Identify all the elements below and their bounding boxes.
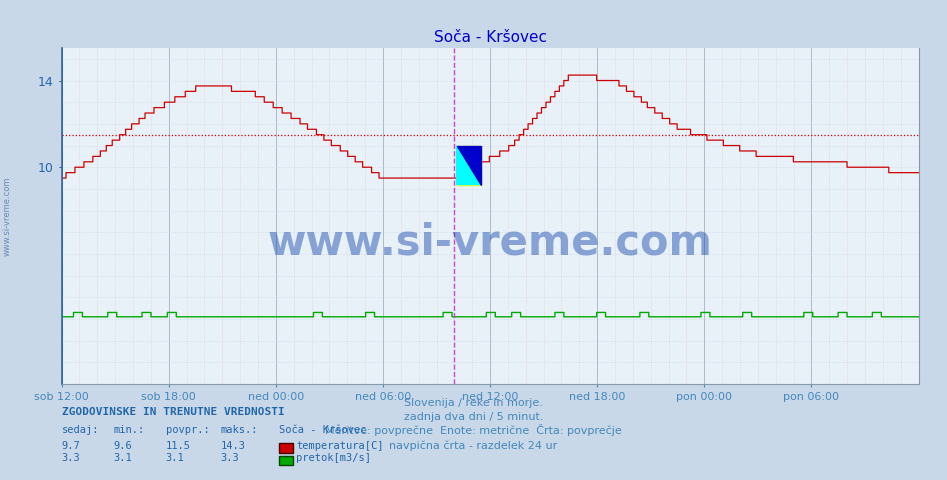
Text: Meritve: povprečne  Enote: metrične  Črta: povprečje: Meritve: povprečne Enote: metrične Črta:… [325,424,622,436]
Bar [456,145,481,185]
Polygon shape [456,145,481,185]
Text: www.si-vreme.com: www.si-vreme.com [3,176,12,256]
Text: 9.7: 9.7 [62,441,80,451]
Text: Slovenija / reke in morje.: Slovenija / reke in morje. [404,397,543,408]
Text: 3.3: 3.3 [221,453,240,463]
Text: 3.3: 3.3 [62,453,80,463]
Text: 3.1: 3.1 [114,453,133,463]
Text: min.:: min.: [114,425,145,435]
Title: Soča - Kršovec: Soča - Kršovec [434,30,546,46]
Text: maks.:: maks.: [221,425,259,435]
Text: temperatura[C]: temperatura[C] [296,441,384,451]
Text: pretok[m3/s]: pretok[m3/s] [296,453,371,463]
Text: 9.6: 9.6 [114,441,133,451]
Text: povpr.:: povpr.: [166,425,209,435]
Text: ZGODOVINSKE IN TRENUTNE VREDNOSTI: ZGODOVINSKE IN TRENUTNE VREDNOSTI [62,407,284,417]
Text: 3.1: 3.1 [166,453,185,463]
Text: sedaj:: sedaj: [62,425,99,435]
Text: 14.3: 14.3 [221,441,245,451]
Text: 11.5: 11.5 [166,441,190,451]
Text: www.si-vreme.com: www.si-vreme.com [268,222,712,264]
Text: Soča - Kršovec: Soča - Kršovec [279,425,366,435]
Polygon shape [456,145,481,185]
Text: zadnja dva dni / 5 minut.: zadnja dva dni / 5 minut. [403,412,544,422]
Text: navpična črta - razdelek 24 ur: navpična črta - razdelek 24 ur [389,440,558,451]
